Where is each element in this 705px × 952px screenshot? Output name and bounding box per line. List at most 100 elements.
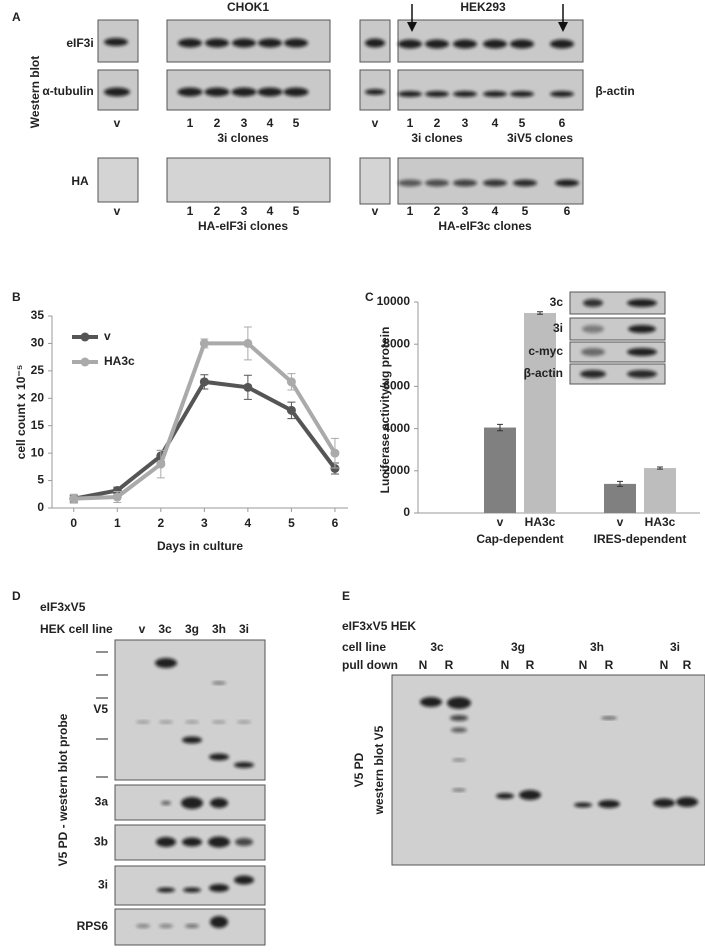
lane-label: v <box>139 622 146 636</box>
point <box>156 459 166 469</box>
band <box>555 179 579 187</box>
lane-label: 5 <box>293 116 300 130</box>
blot <box>569 341 666 363</box>
lane-label: v <box>114 116 121 130</box>
construct-label: eIF3xV5 HEK <box>342 619 416 633</box>
lane-label: 3 <box>462 204 469 218</box>
band <box>182 736 202 744</box>
band <box>185 720 199 724</box>
x-axis-label: Days in culture <box>157 539 243 553</box>
cell-line-title: CHOK1 <box>227 0 269 14</box>
lane-label: N <box>579 658 588 672</box>
lane-label: N <box>419 658 428 672</box>
y-axis-label: cell count x 10⁻⁵ <box>14 365 28 460</box>
lane-label: N <box>660 658 669 672</box>
band <box>156 837 176 847</box>
x-category-label: IRES-dependent <box>594 532 687 546</box>
band <box>453 39 477 49</box>
lane-label: 2 <box>214 204 221 218</box>
x-category-label: Cap-dependent <box>476 532 563 546</box>
side-label: V5 PD - western blot probe <box>56 713 70 866</box>
band <box>159 924 173 928</box>
lane-label: 3i <box>239 622 249 636</box>
lane-label: 6 <box>564 204 571 218</box>
blot <box>166 157 331 203</box>
band <box>425 91 449 97</box>
legend-label: v <box>104 329 111 343</box>
lane-label: 3 <box>241 204 248 218</box>
panel-letter: D <box>12 589 21 603</box>
band <box>627 299 657 307</box>
band <box>235 838 253 846</box>
lane-label: 4 <box>492 116 499 130</box>
inset-row-label: c-myc <box>528 344 563 358</box>
row-label: pull down <box>342 658 398 672</box>
lane-label: 3 <box>241 116 248 130</box>
band <box>183 887 201 893</box>
lane-label: 1 <box>187 116 194 130</box>
bar <box>644 468 676 513</box>
side-label: V5 PD <box>352 752 366 787</box>
bar-label: HA3c <box>645 515 676 529</box>
probe-label: 3b <box>94 835 108 849</box>
band <box>580 370 606 378</box>
lane-label: R <box>445 658 454 672</box>
blot <box>114 639 266 781</box>
legend-marker <box>80 332 90 342</box>
band <box>483 39 507 49</box>
lane-label: 3g <box>185 622 199 636</box>
band <box>185 924 199 928</box>
band <box>550 39 574 49</box>
band <box>210 916 228 928</box>
lane-label: 1 <box>407 204 414 218</box>
point <box>330 464 340 474</box>
point <box>112 492 122 502</box>
lane-label: 5 <box>293 204 300 218</box>
band <box>182 837 202 847</box>
band <box>450 715 468 721</box>
band <box>212 720 226 724</box>
side-label: western blot V5 <box>372 725 386 815</box>
lane-label: N <box>501 658 510 672</box>
blot <box>359 157 391 205</box>
band <box>510 91 534 97</box>
inset-row-label: β-actin <box>524 366 563 380</box>
panel-letter: A <box>12 10 21 24</box>
x-tick-label: 5 <box>288 516 295 530</box>
group-label: 3iV5 clones <box>507 131 573 145</box>
y-tick-label: 4000 <box>383 421 410 435</box>
band <box>231 87 257 97</box>
band <box>582 325 604 333</box>
lane-label: v <box>114 204 121 218</box>
legend-marker <box>80 357 90 367</box>
band <box>513 179 537 187</box>
lane-label: v <box>372 116 379 130</box>
lane-label: v <box>372 204 379 218</box>
band <box>483 91 507 97</box>
y-tick-label: 0 <box>403 505 410 519</box>
lane-label: 2 <box>214 116 221 130</box>
row-label: HA <box>71 174 89 188</box>
band <box>627 348 657 356</box>
probe-label: V5 <box>93 702 108 716</box>
x-tick-label: 4 <box>245 516 252 530</box>
band <box>496 793 514 799</box>
lane-label: R <box>605 658 614 672</box>
lane-label: 3c <box>158 622 172 636</box>
probe-label: 3i <box>98 878 108 892</box>
blot <box>397 69 584 111</box>
lane-label: 4 <box>267 116 274 130</box>
band <box>676 797 698 807</box>
arrow-head <box>407 22 417 32</box>
x-tick-label: 0 <box>70 516 77 530</box>
blot <box>569 363 666 385</box>
band <box>581 348 605 356</box>
band <box>136 924 150 928</box>
band <box>205 38 229 48</box>
panel-letter: E <box>342 589 350 603</box>
band <box>601 716 617 720</box>
bar <box>524 312 556 513</box>
band <box>425 179 449 187</box>
group-label: 3i clones <box>411 131 463 145</box>
